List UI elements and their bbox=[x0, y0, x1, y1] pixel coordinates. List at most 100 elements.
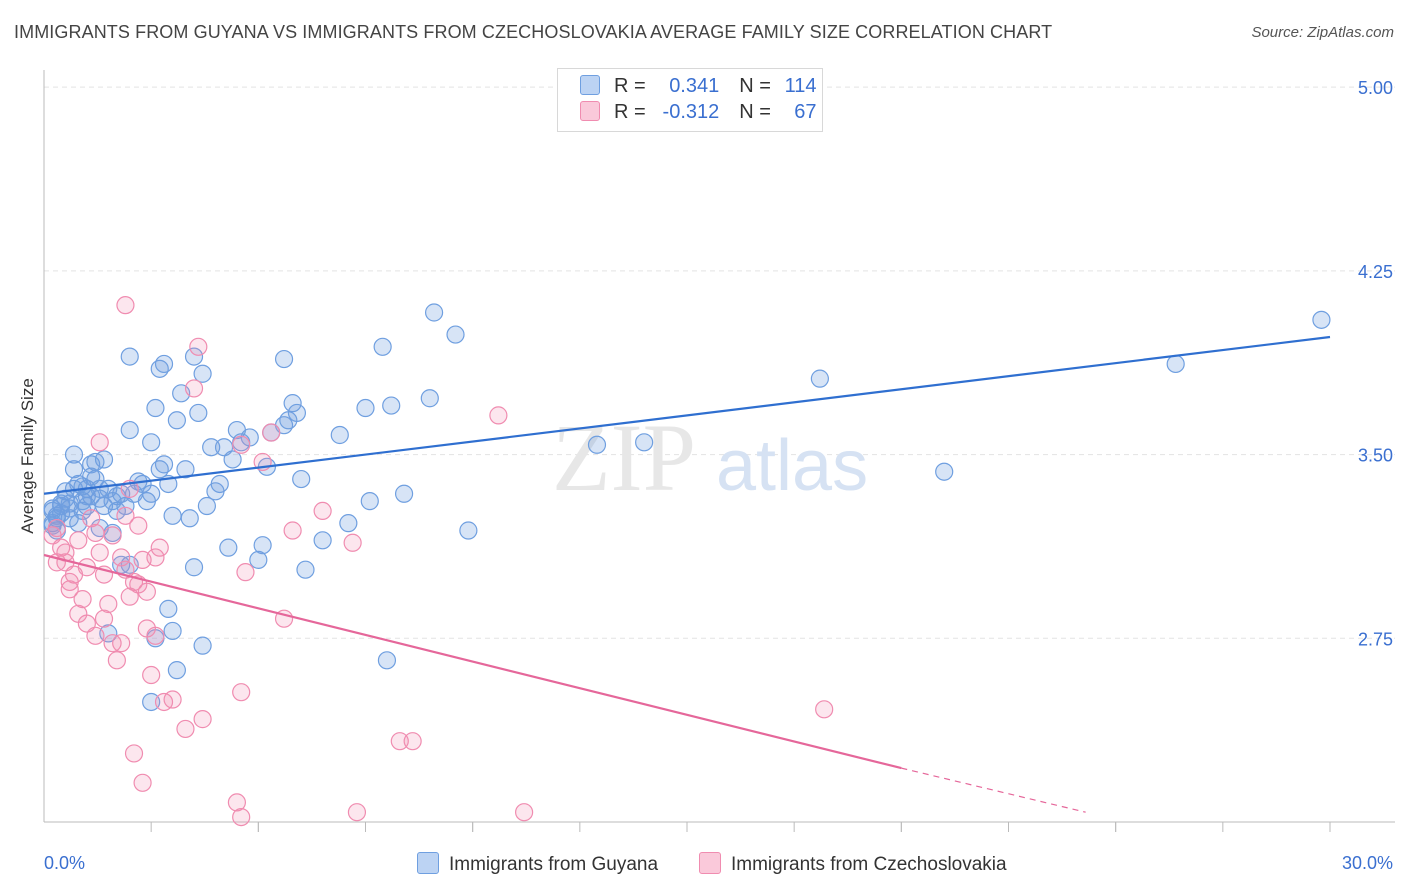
point-czechoslovakia bbox=[129, 516, 148, 535]
point-czechoslovakia bbox=[403, 732, 422, 751]
point-guyana bbox=[176, 460, 195, 479]
watermark: ZIP atlas bbox=[552, 404, 868, 511]
n-value-guyana: 114 bbox=[784, 75, 817, 97]
point-guyana bbox=[193, 636, 212, 655]
point-czechoslovakia bbox=[189, 337, 208, 356]
point-czechoslovakia bbox=[232, 808, 251, 827]
point-guyana bbox=[120, 347, 139, 366]
point-guyana bbox=[249, 550, 268, 570]
r-label: R = bbox=[614, 101, 646, 123]
point-guyana bbox=[283, 394, 302, 413]
point-guyana bbox=[253, 536, 272, 555]
point-czechoslovakia bbox=[94, 609, 114, 628]
point-guyana bbox=[587, 435, 607, 454]
point-guyana bbox=[193, 364, 212, 383]
point-guyana bbox=[356, 398, 375, 418]
point-czechoslovakia bbox=[515, 803, 534, 822]
x-tick-label: 30.0% bbox=[1342, 853, 1393, 873]
point-guyana bbox=[424, 303, 444, 322]
point-guyana bbox=[167, 661, 186, 680]
trend-line-czechoslovakia-extension bbox=[901, 767, 1086, 813]
point-czechoslovakia bbox=[86, 626, 105, 645]
chart-title: IMMIGRANTS FROM GUYANA VS IMMIGRANTS FRO… bbox=[14, 22, 1053, 42]
point-czechoslovakia bbox=[107, 651, 126, 670]
point-czechoslovakia bbox=[146, 626, 165, 645]
point-guyana bbox=[635, 433, 654, 452]
tick-labels: 5.00 4.25 3.50 2.75 0.0% 30.0% Average Family … bbox=[18, 78, 1393, 873]
point-czechoslovakia bbox=[227, 793, 246, 812]
point-guyana bbox=[184, 347, 204, 366]
point-guyana bbox=[197, 496, 216, 516]
point-czechoslovakia bbox=[137, 582, 156, 601]
trend-lines bbox=[43, 335, 1331, 813]
point-czechoslovakia bbox=[73, 589, 92, 609]
point-guyana bbox=[189, 403, 208, 423]
point-czechoslovakia bbox=[99, 594, 118, 614]
point-guyana bbox=[1166, 354, 1185, 374]
bottom-legend-czechoslovakia: Immigrants from Czechoslovakia bbox=[699, 852, 1007, 876]
point-guyana bbox=[142, 484, 161, 503]
point-czechoslovakia bbox=[163, 690, 182, 709]
point-czechoslovakia bbox=[815, 700, 834, 719]
guyana-swatch bbox=[580, 75, 600, 95]
point-guyana bbox=[142, 692, 161, 712]
point-czechoslovakia bbox=[232, 435, 251, 454]
axes bbox=[43, 70, 1395, 832]
point-czechoslovakia bbox=[193, 710, 212, 729]
point-guyana bbox=[382, 396, 401, 415]
point-czechoslovakia bbox=[176, 719, 195, 739]
n-value-czechoslovakia: 67 bbox=[794, 101, 817, 123]
point-guyana bbox=[360, 492, 379, 511]
point-guyana bbox=[459, 521, 478, 540]
source-label: Source: ZipAtlas.com bbox=[1251, 24, 1394, 41]
point-guyana bbox=[163, 506, 182, 525]
data-points bbox=[43, 296, 1331, 827]
point-guyana bbox=[180, 509, 199, 528]
watermark-zip: ZIP bbox=[552, 404, 696, 511]
point-guyana bbox=[120, 420, 139, 440]
x-tick-label: 0.0% bbox=[44, 853, 85, 873]
point-czechoslovakia bbox=[262, 423, 281, 442]
trend-line-guyana bbox=[43, 335, 1331, 495]
point-guyana bbox=[60, 509, 79, 528]
point-czechoslovakia bbox=[150, 538, 169, 557]
point-czechoslovakia bbox=[232, 683, 251, 702]
point-guyana bbox=[210, 474, 229, 494]
point-guyana bbox=[159, 599, 178, 618]
trend-line-czechoslovakia bbox=[43, 553, 902, 770]
point-guyana bbox=[202, 438, 221, 457]
czechoslovakia-swatch bbox=[699, 852, 721, 874]
point-guyana bbox=[167, 411, 186, 430]
point-guyana bbox=[296, 560, 315, 579]
point-czechoslovakia bbox=[69, 531, 88, 550]
point-czechoslovakia bbox=[236, 563, 255, 582]
point-guyana bbox=[420, 389, 439, 408]
point-czechoslovakia bbox=[489, 406, 508, 425]
point-czechoslovakia bbox=[390, 732, 409, 751]
point-guyana bbox=[446, 325, 465, 344]
point-guyana bbox=[377, 651, 397, 670]
r-value-czechoslovakia: -0.312 bbox=[662, 101, 720, 123]
point-czechoslovakia bbox=[313, 501, 332, 521]
point-guyana bbox=[373, 337, 392, 356]
point-guyana bbox=[142, 433, 161, 452]
point-guyana bbox=[64, 445, 84, 464]
point-czechoslovakia bbox=[60, 580, 79, 599]
y-tick-label: 5.00 bbox=[1358, 78, 1393, 98]
r-label: R = bbox=[614, 75, 646, 97]
y-tick-label: 2.75 bbox=[1358, 629, 1393, 649]
point-czechoslovakia bbox=[47, 518, 66, 538]
legend: R = 0.341 N = 114 R = -0.312 N = 67 bbox=[557, 68, 823, 132]
point-czechoslovakia bbox=[347, 803, 367, 822]
legend-row-guyana: R = 0.341 N = 114 bbox=[580, 75, 817, 99]
n-label: N = bbox=[739, 75, 771, 97]
point-czechoslovakia bbox=[86, 523, 105, 543]
point-guyana bbox=[330, 425, 349, 445]
point-czechoslovakia bbox=[146, 548, 165, 567]
point-guyana bbox=[394, 484, 414, 503]
bottom-legend-guyana: Immigrants from Guyana bbox=[417, 852, 658, 876]
series-name-czechoslovakia: Immigrants from Czechoslovakia bbox=[731, 854, 1007, 875]
point-czechoslovakia bbox=[283, 521, 302, 540]
point-guyana bbox=[287, 403, 307, 423]
point-czechoslovakia bbox=[184, 379, 204, 398]
